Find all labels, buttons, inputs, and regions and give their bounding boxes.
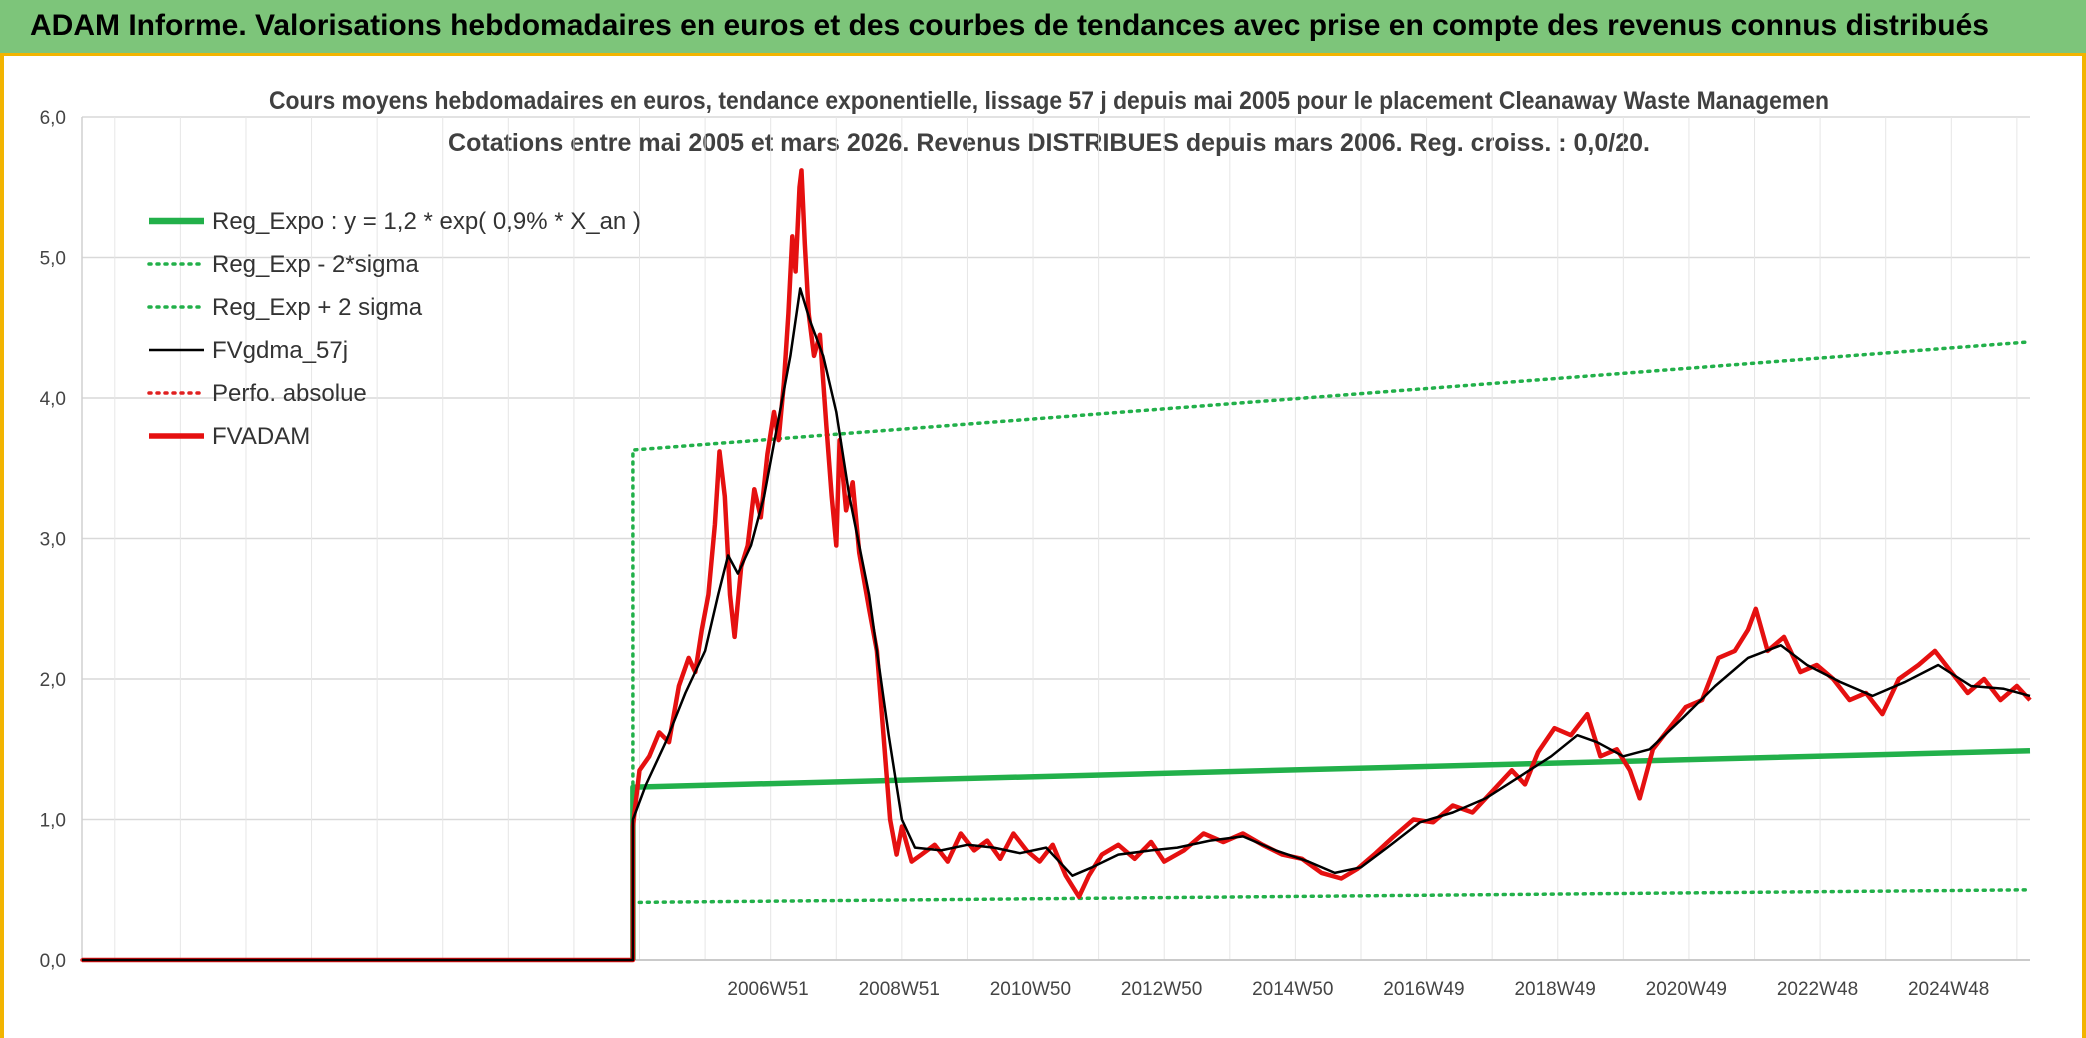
y-tick-label: 3,0 <box>40 530 66 551</box>
x-tick-label: 2016W49 <box>1383 979 1464 1000</box>
legend-label: Reg_Expo : y = 1,2 * exp( 0,9% * X_an ) <box>212 208 641 235</box>
chart-frame: Cours moyens hebdomadaires en euros, ten… <box>0 56 2086 1038</box>
x-tick-label: 2012W50 <box>1121 979 1202 1000</box>
y-tick-label: 6,0 <box>40 108 66 129</box>
x-tick-label: 2008W51 <box>859 979 940 1000</box>
y-tick-label: 2,0 <box>40 670 66 691</box>
report-banner: ADAM Informe. Valorisations hebdomadaire… <box>0 0 2086 56</box>
y-axis-ticks: 0,0 1,0 2,0 3,0 4,0 5,0 6,0 <box>40 108 66 972</box>
x-tick-label: 2010W50 <box>990 979 1071 1000</box>
chart-grid <box>81 116 2030 961</box>
series-line-5 <box>82 168 2032 963</box>
chart-legend: Reg_Expo : y = 1,2 * exp( 0,9% * X_an ) R… <box>147 208 641 450</box>
y-tick-label: 1,0 <box>40 811 66 832</box>
x-tick-label: 2018W49 <box>1514 979 1595 1000</box>
x-tick-label: 2014W50 <box>1252 979 1333 1000</box>
legend-label: FVADAM <box>212 423 310 450</box>
y-tick-label: 5,0 <box>40 249 66 270</box>
x-axis-ticks: 2006W51 2008W51 2010W50 2012W50 2014W50 2016W… <box>727 979 1989 1000</box>
legend-label: Reg_Exp - 2*sigma <box>212 251 419 278</box>
report-title: ADAM Informe. Valorisations hebdomadaire… <box>30 9 1989 42</box>
x-tick-label: 2022W48 <box>1777 979 1858 1000</box>
legend-label: FVgdma_57j <box>212 337 348 364</box>
x-tick-label: 2020W49 <box>1646 979 1727 1000</box>
series-line-3 <box>82 287 2031 962</box>
x-tick-label: 2024W48 <box>1908 979 1989 1000</box>
chart-series <box>80 168 2032 963</box>
legend-label: Perfo. absolue <box>212 380 367 407</box>
legend-label: Reg_Exp + 2 sigma <box>212 294 423 321</box>
chart-subtitle: Cotations entre mai 2005 et mars 2026. R… <box>448 129 1650 157</box>
x-tick-label: 2006W51 <box>727 979 808 1000</box>
chart-title: Cours moyens hebdomadaires en euros, ten… <box>269 87 1829 115</box>
trend-chart: Cours moyens hebdomadaires en euros, ten… <box>40 87 2032 1000</box>
y-tick-label: 4,0 <box>40 389 66 410</box>
y-tick-label: 0,0 <box>40 951 66 972</box>
